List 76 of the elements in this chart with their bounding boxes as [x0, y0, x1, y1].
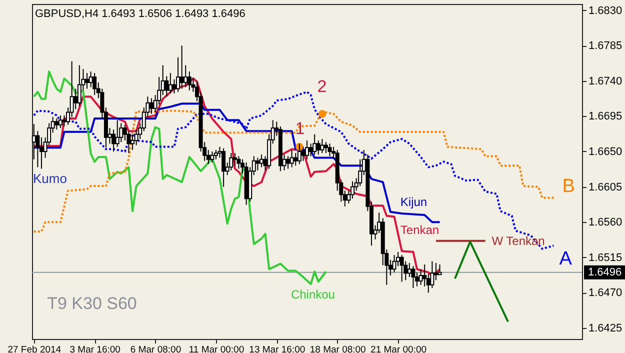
- candlestick: [305, 140, 309, 160]
- x-tick-label: 27 Feb 2014: [8, 344, 62, 353]
- annotation: 2: [317, 76, 327, 96]
- y-tick-label: 1.6605: [588, 181, 622, 194]
- candlestick: [324, 142, 328, 154]
- y-tick-label: 1.6560: [588, 216, 622, 229]
- series-label: Kijun: [400, 195, 428, 210]
- x-tick-label: 11 Mar 00:00: [188, 344, 244, 353]
- line-series: [32, 110, 555, 233]
- candlestick: [286, 156, 290, 170]
- candlestick: [290, 149, 294, 168]
- candlestick: [88, 70, 93, 88]
- candlestick: [430, 260, 434, 289]
- candlestick: [418, 268, 423, 286]
- x-tick-label: 18 Mar 08:00: [310, 344, 366, 353]
- candlestick: [301, 146, 306, 162]
- candlestick: [411, 266, 416, 289]
- candlestick: [172, 78, 176, 94]
- candlestick: [164, 76, 169, 98]
- x-tick-label: 21 Mar 00:00: [370, 344, 427, 353]
- annotation: Kumo: [33, 171, 67, 186]
- y-tick-label: 1.6515: [588, 252, 622, 264]
- candlestick: [259, 154, 264, 168]
- series-label: Chinkou: [290, 288, 335, 302]
- y-tick-label: 1.6785: [588, 40, 622, 52]
- y-tick-label: 1.6695: [588, 110, 622, 123]
- candlestick: [350, 180, 355, 200]
- candlestick: [222, 148, 226, 188]
- line-series: [32, 70, 327, 286]
- y-tick-label: 1.6830: [588, 4, 622, 17]
- y-tick-label: 1.6425: [588, 322, 622, 335]
- series-label: A: [559, 248, 572, 270]
- candlestick: [256, 157, 260, 171]
- candlestick: [115, 120, 120, 148]
- candlestick: [316, 140, 320, 156]
- y-tick-label: 1.6740: [588, 75, 622, 88]
- candlestick: [119, 122, 124, 143]
- series-label: Tenkan: [400, 223, 440, 238]
- candlestick: [58, 114, 62, 128]
- candlestick: [214, 149, 218, 160]
- x-tick-label: 3 Mar 16:00: [70, 344, 120, 353]
- candlestick: [229, 152, 234, 171]
- ref-line-label: 1.6496: [588, 266, 622, 278]
- candlestick: [308, 143, 313, 157]
- line-series: [32, 102, 441, 224]
- candlestick: [312, 134, 317, 156]
- y-tick-label: 1.6650: [588, 146, 622, 158]
- candlestick: [54, 118, 59, 130]
- candlestick: [400, 254, 404, 282]
- candlestick: [294, 152, 298, 166]
- candlestick: [149, 98, 154, 114]
- candlestick: [232, 152, 237, 166]
- candlestick: [210, 150, 214, 163]
- x-tick-label: 13 Mar 16:00: [249, 344, 306, 353]
- x-tick-label: 6 Mar 08:00: [130, 344, 182, 353]
- candlestick: [168, 72, 172, 94]
- candlestick: [85, 72, 89, 90]
- candlestick: [77, 64, 82, 106]
- candlestick: [236, 156, 241, 170]
- annotation: T9 K30 S60: [47, 294, 137, 313]
- candlestick: [130, 134, 135, 150]
- candlestick: [328, 143, 332, 157]
- candlestick: [407, 262, 412, 278]
- series-label: B: [562, 176, 575, 197]
- candlestick: [62, 114, 66, 127]
- candlestick: [184, 64, 188, 88]
- chart-title: GBPUSD,H4 1.6493 1.6506 1.6493 1.6496: [35, 8, 246, 20]
- series-label: W Tenkan: [492, 234, 545, 248]
- y-tick-label: 1.6470: [588, 287, 622, 300]
- candlestick: [180, 45, 184, 90]
- candlestick: [392, 254, 396, 273]
- candlestick: [92, 72, 97, 96]
- line-series: [32, 90, 555, 250]
- candlestick: [320, 138, 324, 154]
- candlestick: [74, 88, 78, 110]
- candlestick: [297, 143, 302, 165]
